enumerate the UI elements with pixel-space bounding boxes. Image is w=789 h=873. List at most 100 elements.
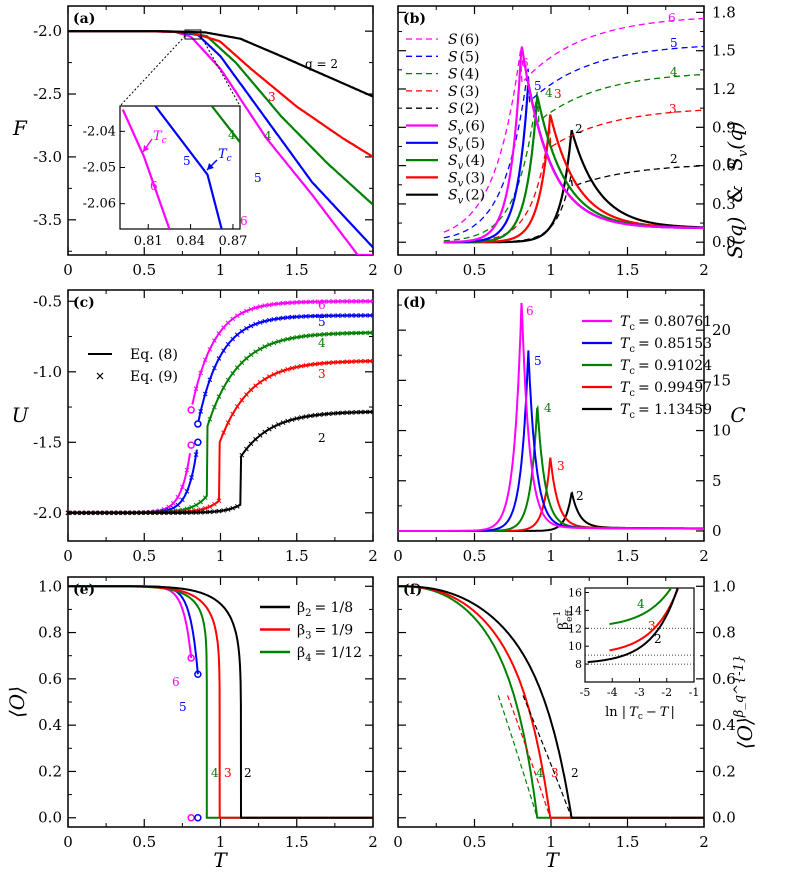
cross-marker: [143, 510, 149, 516]
cross-marker: [184, 510, 190, 515]
cross-marker: [353, 409, 359, 415]
y-tick-label: 5: [712, 472, 722, 490]
cross-marker: [340, 331, 345, 336]
cross-marker: [358, 330, 364, 336]
cross-marker: [212, 338, 217, 343]
ylabel-part: ⟨O⟩: [733, 717, 757, 749]
legend-swatch-cross: [96, 372, 104, 380]
cross-marker: [221, 325, 226, 330]
y-tick-label: 15: [712, 371, 731, 389]
y-axis-label-c: U: [12, 403, 30, 427]
cross-marker: [216, 498, 222, 504]
cross-marker: [248, 323, 254, 329]
series-label-c: 5: [318, 315, 326, 329]
panel-label: (b): [403, 11, 426, 27]
legend-entry: Tc = 1.13459: [620, 402, 712, 421]
cross-marker: [312, 361, 318, 367]
x-tick-label: 2: [699, 833, 709, 851]
zoom-connector: [119, 35, 186, 107]
cross-marker: [79, 510, 85, 516]
cross-marker: [193, 510, 199, 515]
legend-beta: β: [297, 600, 305, 616]
cross-marker: [294, 416, 300, 421]
cross-marker: [193, 452, 199, 457]
series-label-a: 6: [240, 214, 248, 228]
cross-marker: [129, 510, 135, 516]
cross-marker: [349, 359, 355, 364]
series-label-c: 3: [318, 367, 326, 381]
cross-marker: [65, 510, 71, 516]
cross-marker: [225, 320, 231, 326]
cross-marker: [262, 303, 268, 308]
jump-marker: [194, 438, 202, 447]
legend-beta: β: [297, 645, 305, 661]
y-tick-label: 0.9: [712, 118, 736, 136]
legend-b: S (6)S (5)S (4)S (3)S (2)Sv (6)Sv (5)Sv (4)Sv (3)…: [406, 32, 485, 207]
cross-marker: [294, 300, 300, 305]
cross-marker: [221, 348, 226, 354]
series-label-e: 4: [211, 766, 219, 780]
series-label-d: 5: [534, 354, 542, 368]
y-tick-label: 0.8: [38, 624, 62, 642]
cross-marker: [271, 340, 277, 346]
cross-marker: [294, 314, 300, 320]
cross-marker: [285, 418, 290, 424]
series-label-b: 2: [575, 122, 583, 136]
series-fit-3: [507, 695, 551, 818]
cross-marker: [308, 413, 313, 419]
legend-entry: β2 = 1/8: [297, 600, 353, 619]
panel-f: 0 0.5 1 1.5 20.00.20.40.60.81.0(f)4 3 2-5 -4 -3-…: [393, 576, 757, 872]
x-tick-label: 1.5: [285, 261, 309, 279]
y-axis-label-f: ⟨O⟩β_q^{-1}: [732, 655, 757, 749]
cross-marker: [335, 331, 341, 336]
cross-marker: [358, 313, 364, 318]
y-tick-label: -1.0: [33, 363, 62, 381]
cross-marker: [266, 426, 272, 432]
cross-marker: [340, 359, 345, 365]
legend-entry: β4 = 1/12: [297, 645, 362, 664]
x-tick-label: 0.5: [132, 833, 156, 851]
legend-entry: Sv (6): [448, 119, 485, 138]
cross-marker: [266, 317, 272, 323]
cross-marker: [202, 506, 208, 511]
panel-e: 0 0.5 1 1.5 20.00.20.40.60.81.0 (e)654 3 2β2 = 1…: [5, 576, 378, 872]
series-label-f: 4: [536, 766, 544, 780]
series-Sv-6: [443, 46, 704, 244]
series-line-a-q = 2: [68, 30, 373, 98]
legend-subscript: v: [458, 196, 464, 207]
cross-marker: [253, 436, 258, 442]
panel-label: (e): [73, 582, 95, 598]
inset-line-6: [121, 109, 171, 229]
legend-subscript: v: [458, 161, 464, 172]
legend-sub: c: [629, 388, 635, 399]
cross-marker: [202, 495, 208, 501]
cross-marker: [271, 301, 277, 307]
legend-T: T: [620, 358, 631, 374]
y-tick-label: 0.3: [712, 195, 736, 213]
cross-marker: [298, 363, 304, 369]
legend-sub: 3: [305, 631, 311, 642]
cross-marker: [349, 410, 355, 415]
cross-marker: [257, 433, 263, 438]
subscript: c: [227, 154, 232, 164]
cross-marker: [303, 299, 309, 305]
series-label-a: 5: [254, 171, 262, 185]
x-tick-label: 1.5: [616, 833, 640, 851]
cross-marker: [271, 372, 277, 377]
inset-label-4: 4: [637, 597, 645, 611]
cross-marker: [253, 349, 258, 355]
cross-marker: [93, 510, 98, 516]
cross-marker: [225, 420, 231, 425]
legend-symbol: S: [448, 170, 458, 186]
inset-label-6: 6: [150, 179, 158, 193]
x-tick-label: 0.5: [463, 261, 487, 279]
cross-marker: [280, 368, 286, 374]
x-tick-label: 1: [546, 833, 556, 851]
y-tick-label: 0: [712, 522, 722, 540]
cross-marker: [276, 301, 281, 307]
x-tick-label: 0.5: [463, 833, 487, 851]
series-label-b: 3: [554, 87, 562, 101]
cross-marker: [330, 411, 336, 416]
cross-marker: [257, 346, 263, 352]
legend-entry: Sv (5): [448, 136, 485, 155]
